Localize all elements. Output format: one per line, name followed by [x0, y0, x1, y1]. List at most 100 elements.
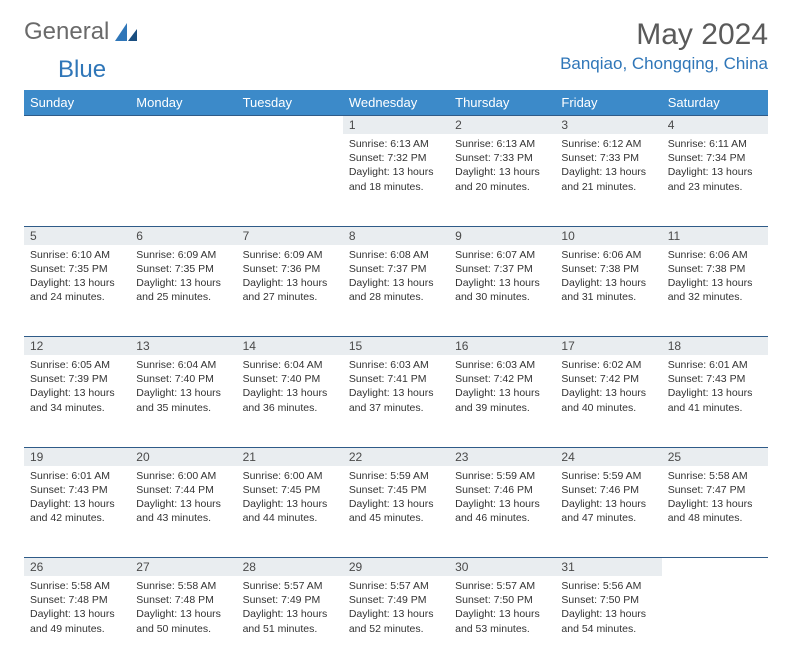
sunrise-line: Sunrise: 5:59 AM [561, 470, 641, 482]
daylight-line: Daylight: 13 hours and 45 minutes. [349, 498, 434, 524]
sail-icon [113, 21, 139, 43]
daylight-line: Daylight: 13 hours and 42 minutes. [30, 498, 115, 524]
day-number-cell: 4 [662, 116, 768, 135]
sunrise-line: Sunrise: 6:13 AM [455, 138, 535, 150]
day-content-cell: Sunrise: 6:02 AMSunset: 7:42 PMDaylight:… [555, 355, 661, 447]
sunrise-line: Sunrise: 5:58 AM [668, 470, 748, 482]
day-number-cell: 18 [662, 337, 768, 356]
day-number-cell: 6 [130, 226, 236, 245]
day-content-cell [237, 134, 343, 226]
brand-text-2: Blue [58, 56, 106, 84]
sunset-line: Sunset: 7:40 PM [136, 373, 214, 385]
daylight-line: Daylight: 13 hours and 50 minutes. [136, 608, 221, 634]
daylight-line: Daylight: 13 hours and 28 minutes. [349, 277, 434, 303]
sunrise-line: Sunrise: 6:10 AM [30, 249, 110, 261]
location-label: Banqiao, Chongqing, China [560, 54, 768, 74]
day-content-cell: Sunrise: 5:59 AM Sunset: 7:45 PM Daylight:… [343, 466, 449, 558]
day-number-cell: 10 [555, 226, 661, 245]
sunset-line: Sunset: 7:43 PM [30, 484, 108, 496]
sunset-line: Sunset: 7:49 PM [243, 594, 321, 606]
daylight-line: Daylight: 13 hours and 48 minutes. [668, 498, 753, 524]
sunrise-line: Sunrise: 6:07 AM [455, 249, 535, 261]
daylight-line: Daylight: 13 hours and 18 minutes. [349, 166, 434, 192]
daynum-row: 19202122232425 [24, 447, 768, 466]
day-header: Wednesday [343, 90, 449, 116]
day-content-cell: Sunrise: 6:00 AMSunset: 7:45 PMDaylight:… [237, 466, 343, 558]
sunrise-line: Sunrise: 6:11 AM [668, 138, 747, 150]
day-number-cell: 8 [343, 226, 449, 245]
day-header: Saturday [662, 90, 768, 116]
day-number-cell: 3 [555, 116, 661, 135]
sunset-line: Sunset: 7:50 PM [455, 594, 533, 606]
day-content-cell [130, 134, 236, 226]
sunrise-line: Sunrise: 6:09 AM [136, 249, 216, 261]
title-block: May 2024 Banqiao, Chongqing, China [560, 18, 768, 74]
daylight-line: Daylight: 13 hours and 32 minutes. [668, 277, 753, 303]
daylight-line: Daylight: 13 hours and 39 minutes. [455, 387, 540, 413]
daylight-line: Daylight: 13 hours and 52 minutes. [349, 608, 434, 634]
day-number-cell: 13 [130, 337, 236, 356]
daylight-line: Daylight: 13 hours and 30 minutes. [455, 277, 540, 303]
calendar-table: SundayMondayTuesdayWednesdayThursdayFrid… [24, 90, 768, 668]
daylight-line: Daylight: 13 hours and 49 minutes. [30, 608, 115, 634]
day-number-cell: 25 [662, 447, 768, 466]
day-number-cell: 2 [449, 116, 555, 135]
sunset-line: Sunset: 7:48 PM [30, 594, 108, 606]
day-number-cell: 12 [24, 337, 130, 356]
sunset-line: Sunset: 7:40 PM [243, 373, 321, 385]
sunset-line: Sunset: 7:41 PM [349, 373, 427, 385]
day-number-cell: 9 [449, 226, 555, 245]
day-content-cell: Sunrise: 6:06 AMSunset: 7:38 PMDaylight:… [555, 245, 661, 337]
day-content-cell: Sunrise: 6:13 AMSunset: 7:32 PMDaylight:… [343, 134, 449, 226]
daylight-line: Daylight: 13 hours and 54 minutes. [561, 608, 646, 634]
sunrise-line: Sunrise: 6:06 AM [668, 249, 748, 261]
sunset-line: Sunset: 7:35 PM [136, 263, 214, 275]
day-content-cell: Sunrise: 5:59 AMSunset: 7:46 PMDaylight:… [555, 466, 661, 558]
daylight-line: Daylight: 13 hours and 36 minutes. [243, 387, 328, 413]
daylight-line: Daylight: 13 hours and 25 minutes. [136, 277, 221, 303]
month-title: May 2024 [560, 18, 768, 52]
day-content-cell [24, 134, 130, 226]
daylight-line: Daylight: 13 hours and 51 minutes. [243, 608, 328, 634]
calendar-body: 12 34 Sunrise: 6:13 AMSunset: 7:32 PMDayli… [24, 116, 768, 668]
daylight-line: Daylight: 13 hours and 37 minutes. [349, 387, 434, 413]
day-number-cell: 7 [237, 226, 343, 245]
day-content-cell: Sunrise: 6:00 AMSunset: 7:44 PMDaylight:… [130, 466, 236, 558]
day-content-cell: Sunrise: 6:11 AMSunset: 7:34 PMDaylight:… [662, 134, 768, 226]
daylight-line: Daylight: 13 hours and 35 minutes. [136, 387, 221, 413]
sunrise-line: Sunrise: 6:01 AM [668, 359, 748, 371]
sunset-line: Sunset: 7:45 PM [349, 484, 427, 496]
day-number-cell [662, 558, 768, 577]
day-content-cell: Sunrise: 5:58 AMSunset: 7:47 PMDaylight:… [662, 466, 768, 558]
day-content-cell: Sunrise: 6:04 AM Sunset: 7:40 PM Daylight:… [130, 355, 236, 447]
sunrise-line: Sunrise: 6:04 AM [136, 359, 216, 371]
sunrise-line: Sunrise: 6:06 AM [561, 249, 641, 261]
daylight-line: Daylight: 13 hours and 46 minutes. [455, 498, 540, 524]
day-content-cell: Sunrise: 5:57 AMSunset: 7:49 PMDaylight:… [343, 576, 449, 668]
daylight-line: Daylight: 13 hours and 40 minutes. [561, 387, 646, 413]
day-number-cell: 19 [24, 447, 130, 466]
day-header: Thursday [449, 90, 555, 116]
day-number-cell: 5 [24, 226, 130, 245]
sunset-line: Sunset: 7:33 PM [561, 152, 639, 164]
day-number-cell: 17 [555, 337, 661, 356]
day-number-cell: 22 [343, 447, 449, 466]
day-header: Friday [555, 90, 661, 116]
daynum-row: 262728293031 [24, 558, 768, 577]
day-content-cell: Sunrise: 6:05 AMSunset: 7:39 PMDaylight:… [24, 355, 130, 447]
day-content-cell: Sunrise: 6:01 AMSunset: 7:43 PMDaylight:… [662, 355, 768, 447]
sunset-line: Sunset: 7:46 PM [455, 484, 533, 496]
sunset-line: Sunset: 7:48 PM [136, 594, 214, 606]
day-content-cell: Sunrise: 5:59 AMSunset: 7:46 PMDaylight:… [449, 466, 555, 558]
day-number-cell: 29 [343, 558, 449, 577]
sunrise-line: Sunrise: 6:01 AM [30, 470, 110, 482]
daylight-line: Daylight: 13 hours and 47 minutes. [561, 498, 646, 524]
daylight-line: Daylight: 13 hours and 44 minutes. [243, 498, 328, 524]
day-number-cell: 16 [449, 337, 555, 356]
day-content-cell: Sunrise: 6:03 AMSunset: 7:41 PMDaylight:… [343, 355, 449, 447]
sunrise-line: Sunrise: 5:59 AM [349, 470, 429, 482]
day-content-cell: Sunrise: 6:04 AMSunset: 7:40 PMDaylight:… [237, 355, 343, 447]
sunset-line: Sunset: 7:34 PM [668, 152, 746, 164]
day-number-cell: 20 [130, 447, 236, 466]
brand-logo: General [24, 18, 139, 46]
